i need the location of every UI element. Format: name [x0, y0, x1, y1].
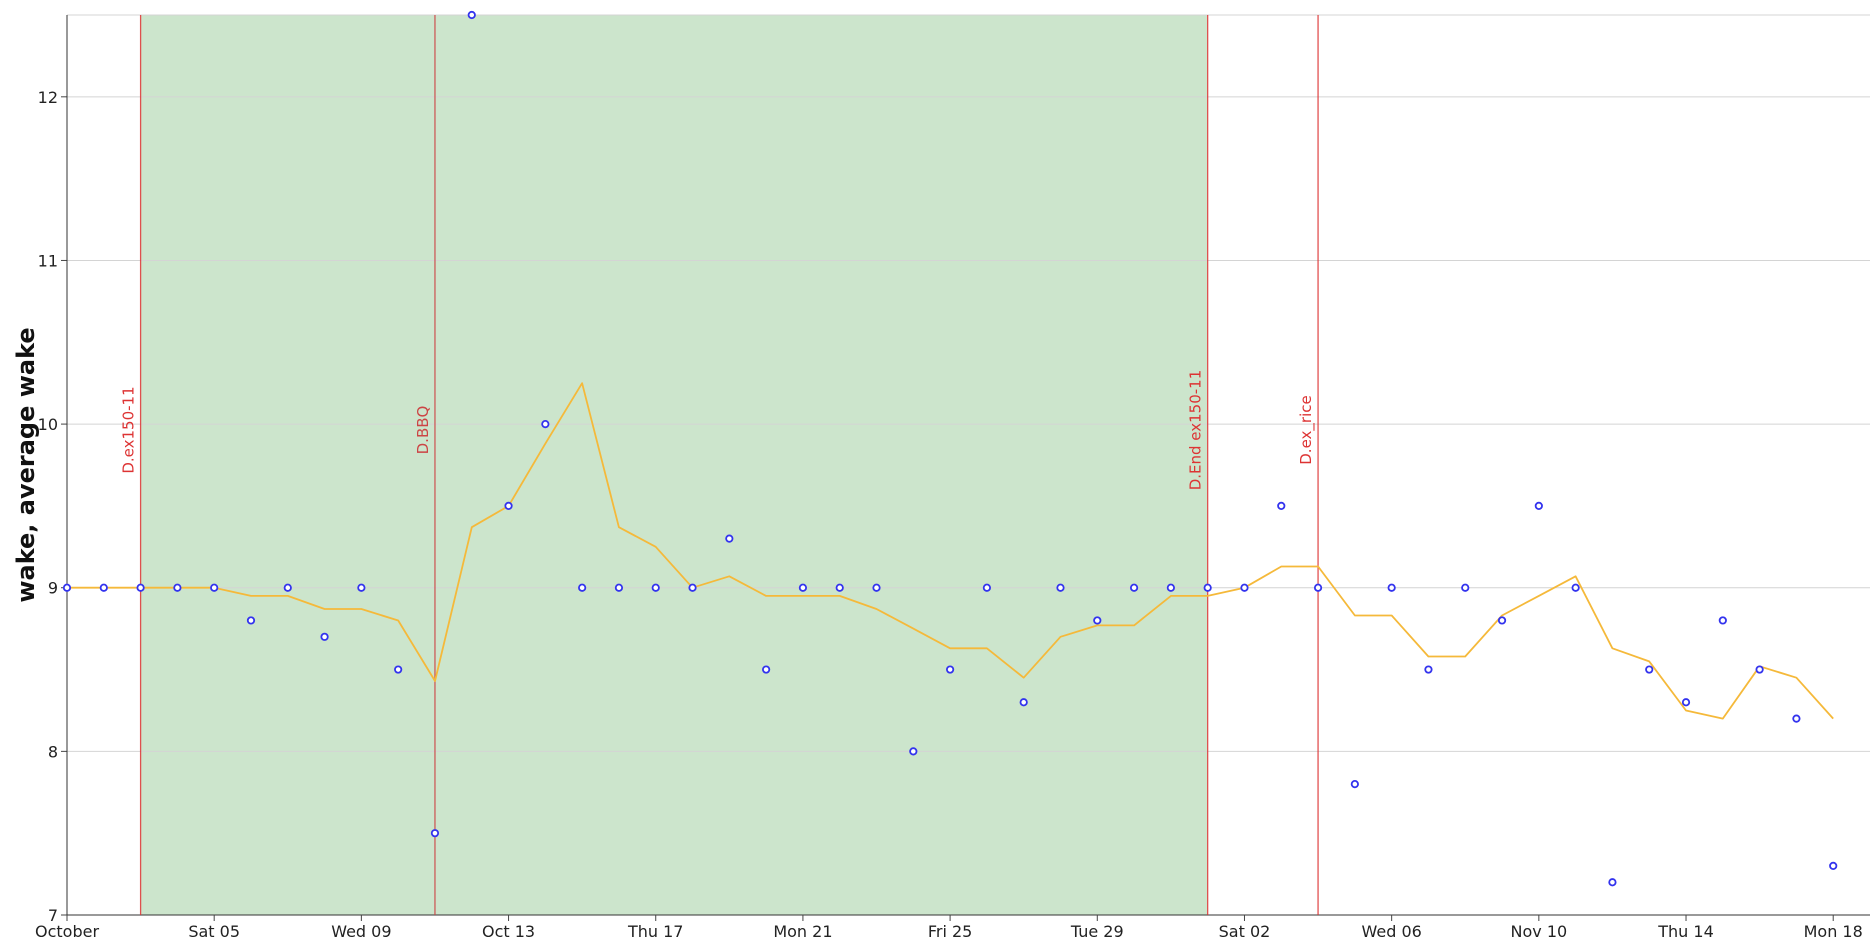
wake-point	[1718, 616, 1727, 625]
average-wake-line	[67, 382, 1834, 720]
wake-point	[578, 583, 587, 592]
wake-point	[1240, 583, 1249, 592]
wake-point	[1277, 501, 1286, 511]
wake-point	[1571, 583, 1580, 592]
wake-point	[1313, 583, 1323, 592]
wake-point	[1792, 714, 1801, 723]
shaded-region	[140, 15, 1208, 915]
wake-point	[651, 583, 660, 592]
wake-point	[1497, 616, 1507, 625]
wake-point	[614, 583, 624, 592]
x-tick-label: Mon 18	[1804, 922, 1863, 941]
wake-point	[872, 583, 881, 592]
x-tick-label: Sat 05	[188, 922, 240, 941]
wake-point	[246, 616, 256, 625]
annotation-label: D.ex150-11	[120, 386, 138, 473]
x-tick-label: Mon 21	[773, 922, 832, 941]
wake-point	[798, 583, 808, 592]
wake-point	[725, 534, 734, 543]
wake-point	[467, 10, 476, 20]
y-tick-label: 8	[48, 742, 58, 761]
wake-point	[946, 665, 955, 674]
x-tick-label: Thu 14	[1657, 922, 1714, 941]
wake-point	[320, 632, 329, 641]
axes	[66, 15, 1870, 916]
x-tick-label: Nov 10	[1511, 922, 1568, 941]
wake-point	[62, 583, 72, 592]
annotation-label: D.BBQ	[414, 406, 432, 455]
wake-point	[909, 747, 918, 756]
annotation-label: D.ex_rice	[1297, 395, 1316, 464]
wake-point	[136, 583, 145, 592]
wake-point	[357, 583, 366, 592]
x-tick-label: Sat 02	[1219, 922, 1271, 941]
x-tick-label: October	[35, 922, 99, 941]
y-tick-label: 7	[48, 906, 58, 925]
data-points-layer	[62, 10, 1838, 887]
wake-point	[762, 665, 771, 674]
x-tick-labels: October Sat 05 Wed 09 Oct 13 Thu 17 Mon 21 Fri…	[35, 915, 1863, 941]
wake-point	[1608, 878, 1617, 887]
y-axis-title: wake, average wake	[12, 327, 40, 602]
wake-point	[541, 419, 550, 429]
x-tick-label: Fri 25	[928, 922, 973, 941]
wake-point	[1387, 583, 1396, 592]
wake-point	[1461, 583, 1470, 592]
wake-point	[1424, 665, 1433, 674]
wake-point	[1056, 583, 1065, 592]
wake-point	[1755, 665, 1764, 674]
x-tick-label: Oct 13	[482, 922, 535, 941]
y-tick-label: 11	[38, 251, 58, 270]
x-tick-label: Tue 29	[1070, 922, 1124, 941]
x-tick-label: Thu 17	[627, 922, 684, 941]
y-tick-label: 10	[38, 415, 58, 434]
average-line-layer	[67, 382, 1834, 720]
wake-point	[210, 583, 219, 592]
wake-point	[1681, 698, 1691, 707]
wake-point	[1645, 665, 1654, 674]
y-tick-label: 12	[38, 88, 58, 107]
y-tick-labels: 7 8 9 10 11 12	[38, 88, 58, 925]
wake-point	[835, 583, 844, 592]
wake-point	[1534, 501, 1543, 511]
wake-point	[1166, 583, 1175, 592]
x-tick-label: Wed 09	[331, 922, 391, 941]
annotation-label: D.End ex150-11	[1187, 370, 1205, 491]
wake-point	[504, 501, 513, 511]
wake-point	[688, 583, 697, 592]
wake-point	[394, 665, 403, 674]
wake-point	[982, 583, 991, 592]
annotation-lines: D.ex150-11 D.BBQ D.End ex150-11 D.ex_rice	[120, 15, 1319, 915]
wake-point	[430, 829, 440, 838]
wake-point	[99, 583, 108, 592]
wake-point	[1093, 616, 1102, 625]
wake-point	[1203, 583, 1212, 592]
wake-point	[173, 583, 182, 592]
wake-point	[1829, 861, 1838, 871]
x-tick-label: Wed 06	[1361, 922, 1421, 941]
wake-point	[283, 583, 292, 592]
wake-point	[1350, 779, 1359, 789]
shaded-period	[140, 15, 1208, 915]
wake-point	[1129, 583, 1139, 592]
y-tick-label: 9	[48, 579, 58, 598]
wake-point	[1019, 698, 1028, 707]
